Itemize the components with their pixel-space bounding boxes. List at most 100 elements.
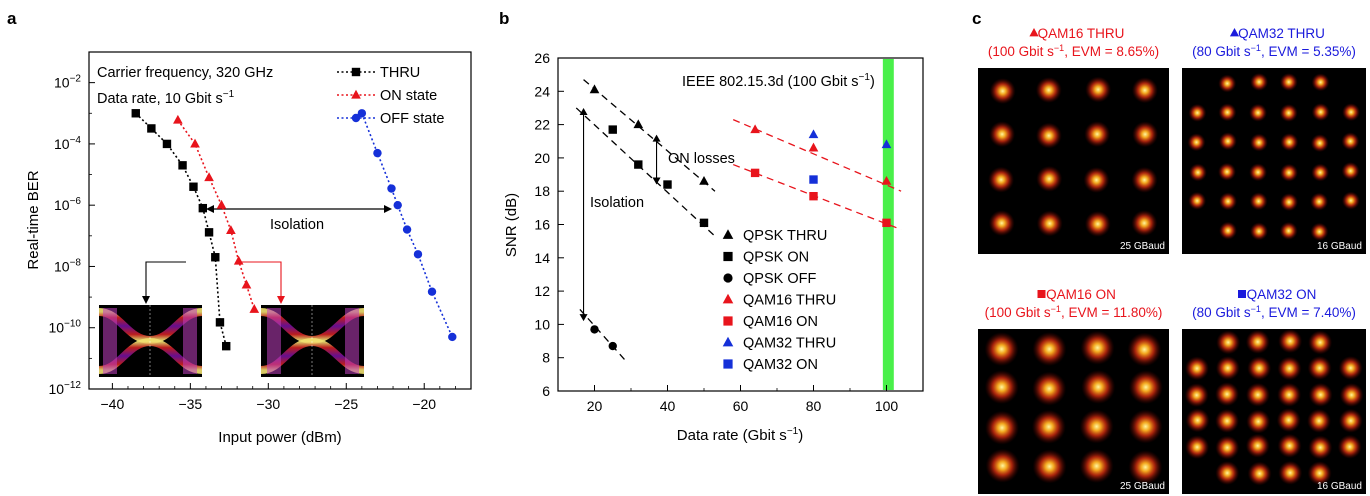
x-tick-label-a: −30 bbox=[256, 396, 280, 412]
data-point-qam16-on bbox=[809, 191, 818, 201]
constellation-point bbox=[1339, 382, 1364, 407]
data-point-off-state bbox=[393, 200, 402, 210]
constellation-point bbox=[1036, 165, 1063, 192]
constellation-point bbox=[1218, 74, 1237, 93]
data-point-qpsk-off bbox=[608, 341, 617, 351]
eye-connector-thru bbox=[145, 261, 186, 302]
constellation-point bbox=[1277, 382, 1302, 407]
constellation-subtitle: (80 Gbit s−1, EVM = 5.35%) bbox=[1192, 43, 1356, 59]
constellation-point bbox=[1279, 103, 1298, 122]
data-point-thru bbox=[204, 228, 214, 237]
x-tick-label-b: 40 bbox=[660, 398, 676, 414]
constellation-point bbox=[1219, 221, 1238, 240]
annotation-isolation-a: Isolation bbox=[270, 217, 324, 233]
baud-label: 25 GBaud bbox=[1120, 241, 1165, 252]
constellation-point bbox=[1188, 103, 1207, 122]
data-point-qpsk-on bbox=[634, 160, 643, 169]
constellation-point bbox=[1310, 134, 1329, 153]
constellation-point bbox=[1310, 192, 1329, 211]
constellation-point bbox=[1036, 210, 1063, 237]
constellation-point bbox=[1084, 121, 1111, 148]
constellation-point bbox=[1127, 332, 1162, 367]
constellation-point bbox=[1337, 434, 1362, 459]
data-point-on-state bbox=[233, 255, 244, 265]
constellation-point bbox=[1218, 103, 1237, 122]
x-axis-label-a: Input power (dBm) bbox=[218, 429, 341, 446]
eye-diagram-thru bbox=[98, 305, 203, 377]
annotation-data-rate: Data rate, 10 Gbit s−1 bbox=[97, 89, 235, 107]
constellation-point bbox=[1187, 133, 1206, 152]
constellation-point bbox=[1247, 461, 1272, 486]
data-point-on-state bbox=[216, 199, 227, 209]
constellation-point bbox=[1080, 330, 1115, 365]
y-tick-label-b: 18 bbox=[534, 183, 550, 199]
constellation-point bbox=[1278, 460, 1303, 485]
data-point-qpsk-on bbox=[699, 218, 709, 228]
baud-label: 16 GBaud bbox=[1317, 481, 1362, 492]
constellation-point bbox=[1249, 222, 1268, 241]
x-tick-label-a: −35 bbox=[178, 396, 202, 412]
constellation-point bbox=[1128, 450, 1163, 485]
legend-label-a: OFF state bbox=[380, 111, 444, 127]
data-point-thru bbox=[198, 203, 208, 213]
constellation-canvas bbox=[1182, 329, 1366, 494]
constellation-title: QAM32 THRU bbox=[1223, 26, 1325, 41]
x-axis-label-b: Data rate (Gbit s−1) bbox=[677, 426, 803, 444]
constellation-point bbox=[1342, 103, 1361, 122]
constellation-point bbox=[1032, 371, 1067, 406]
data-point-on-state bbox=[249, 304, 260, 313]
constellation-point bbox=[985, 448, 1020, 483]
y-tick-label-a: 10−12 bbox=[48, 380, 81, 397]
constellation-point bbox=[1307, 408, 1332, 433]
constellation-point bbox=[1188, 191, 1207, 210]
constellation-title: QAM32 ON bbox=[1232, 287, 1317, 302]
data-point-thru bbox=[147, 124, 156, 133]
data-point-off-state bbox=[448, 332, 457, 342]
isolation-arrowhead-left bbox=[206, 205, 214, 213]
legend-label-a: ON state bbox=[380, 88, 437, 104]
constellation-qam16-on: QAM16 ON (100 Gbit s−1, EVM = 11.80%) 25 G… bbox=[978, 287, 1169, 494]
constellation-point bbox=[1031, 409, 1066, 444]
constellation-point bbox=[1185, 435, 1210, 460]
plot-frame-a bbox=[88, 51, 472, 390]
data-point-thru bbox=[189, 182, 198, 191]
legend-marker bbox=[723, 359, 733, 369]
y-tick-label-b: 10 bbox=[534, 316, 550, 332]
constellation-point bbox=[1311, 103, 1330, 122]
y-tick-label-b: 8 bbox=[542, 350, 550, 366]
constellation-point bbox=[1245, 433, 1270, 458]
panel-b: 20 40 60 80 100 6 8 10 12 14 16 18 20 22 24 26 Data rat… bbox=[503, 50, 924, 444]
legend-marker bbox=[722, 293, 734, 304]
constellation-point bbox=[1307, 461, 1332, 486]
legend-label-b: QAM16 THRU bbox=[743, 293, 836, 309]
data-point-thru bbox=[162, 139, 172, 149]
constellation-point bbox=[1245, 329, 1270, 354]
constellation-point bbox=[1277, 356, 1302, 381]
constellation-point bbox=[1279, 73, 1298, 92]
constellation-point bbox=[1035, 77, 1062, 104]
y-tick-label-b: 16 bbox=[534, 217, 550, 233]
y-tick-label-b: 20 bbox=[534, 150, 550, 166]
data-point-qpsk-thru bbox=[589, 84, 600, 94]
legend-a: THRU ON state OFF state bbox=[337, 65, 444, 127]
data-point-on-state bbox=[190, 138, 200, 148]
y-tick-label-b: 6 bbox=[542, 383, 550, 399]
constellation-point bbox=[1184, 356, 1209, 381]
legend-marker bbox=[722, 336, 734, 347]
data-point-on-state bbox=[204, 172, 214, 182]
constellation-canvas bbox=[1182, 68, 1366, 254]
legend-marker bbox=[351, 89, 361, 99]
data-point-thru bbox=[178, 161, 187, 170]
constellation-point bbox=[1132, 121, 1159, 148]
panel-a: −40 −35 −30 −25 −20 10−2 10−4 10−6 10−8 10−10 10−1… bbox=[25, 51, 472, 446]
constellation-marker bbox=[1229, 28, 1240, 37]
legend-label-b: QPSK OFF bbox=[743, 271, 816, 287]
constellation-point bbox=[1219, 192, 1238, 211]
series-line-on-state bbox=[177, 119, 256, 310]
series-line-off-state bbox=[361, 112, 454, 338]
constellation-title: QAM16 THRU bbox=[1023, 26, 1125, 41]
data-point-qam32-on bbox=[809, 175, 818, 184]
y-tick-label-b: 14 bbox=[534, 250, 550, 266]
fit-line bbox=[575, 107, 716, 237]
legend-marker bbox=[351, 113, 361, 123]
